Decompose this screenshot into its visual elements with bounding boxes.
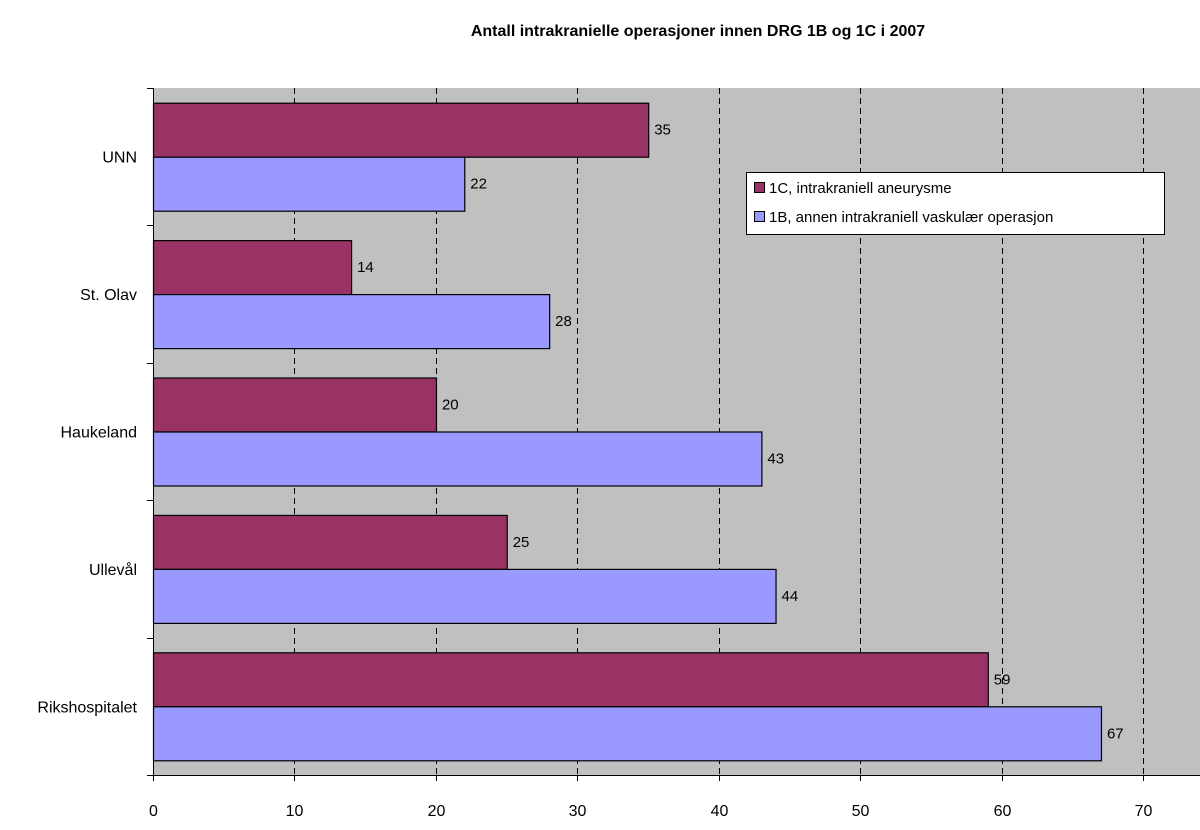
data-label-st-olav-1c: 14: [357, 259, 374, 276]
category-label-rikshospitalet: Rikshospitalet: [37, 699, 137, 716]
data-label-ullev-l-1b: 44: [782, 588, 799, 605]
x-tick-label-0: 0: [149, 803, 158, 820]
data-label-unn-1b: 22: [470, 176, 487, 193]
x-tick-label-30: 30: [569, 803, 587, 820]
data-label-rikshospitalet-1c: 59: [994, 671, 1011, 688]
bar-haukeland-1b: [154, 432, 762, 486]
bar-unn-1b: [154, 157, 465, 211]
bar-ullev-l-1c: [154, 515, 508, 569]
bar-ullev-l-1b: [154, 569, 777, 623]
legend-swatch-1c: [755, 183, 765, 193]
category-label-ullev-l: Ullevål: [89, 561, 137, 579]
category-label-st-olav: St. Olav: [80, 287, 137, 304]
chart-title: Antall intrakranielle operasjoner innen …: [471, 23, 925, 40]
x-tick-label-40: 40: [711, 803, 729, 820]
x-tick-label-20: 20: [428, 803, 446, 820]
category-label-haukeland: Haukeland: [61, 425, 138, 442]
bar-rikshospitalet-1b: [154, 707, 1102, 761]
data-label-rikshospitalet-1b: 67: [1107, 725, 1124, 742]
data-label-haukeland-1c: 20: [442, 397, 459, 414]
category-label-unn: UNN: [102, 150, 137, 167]
data-label-unn-1c: 35: [654, 122, 671, 139]
x-tick-label-10: 10: [286, 803, 304, 820]
x-tick-label-70: 70: [1135, 803, 1153, 820]
bar-rikshospitalet-1c: [154, 653, 989, 707]
bar-st-olav-1b: [154, 295, 550, 349]
legend-swatch-1b: [755, 212, 765, 222]
data-label-st-olav-1b: 28: [555, 313, 572, 330]
legend: 1C, intrakraniell aneurysme 1B, annen int…: [747, 173, 1165, 235]
bar-unn-1c: [154, 103, 649, 157]
legend-label-1c: 1C, intrakraniell aneurysme: [769, 180, 952, 197]
bar-haukeland-1c: [154, 378, 437, 432]
data-label-haukeland-1b: 43: [767, 451, 784, 468]
data-label-ullev-l-1c: 25: [513, 534, 530, 551]
legend-label-1b: 1B, annen intrakraniell vaskulær operasj…: [769, 209, 1053, 226]
x-tick-label-60: 60: [994, 803, 1012, 820]
bar-st-olav-1c: [154, 241, 352, 295]
x-tick-label-50: 50: [852, 803, 870, 820]
